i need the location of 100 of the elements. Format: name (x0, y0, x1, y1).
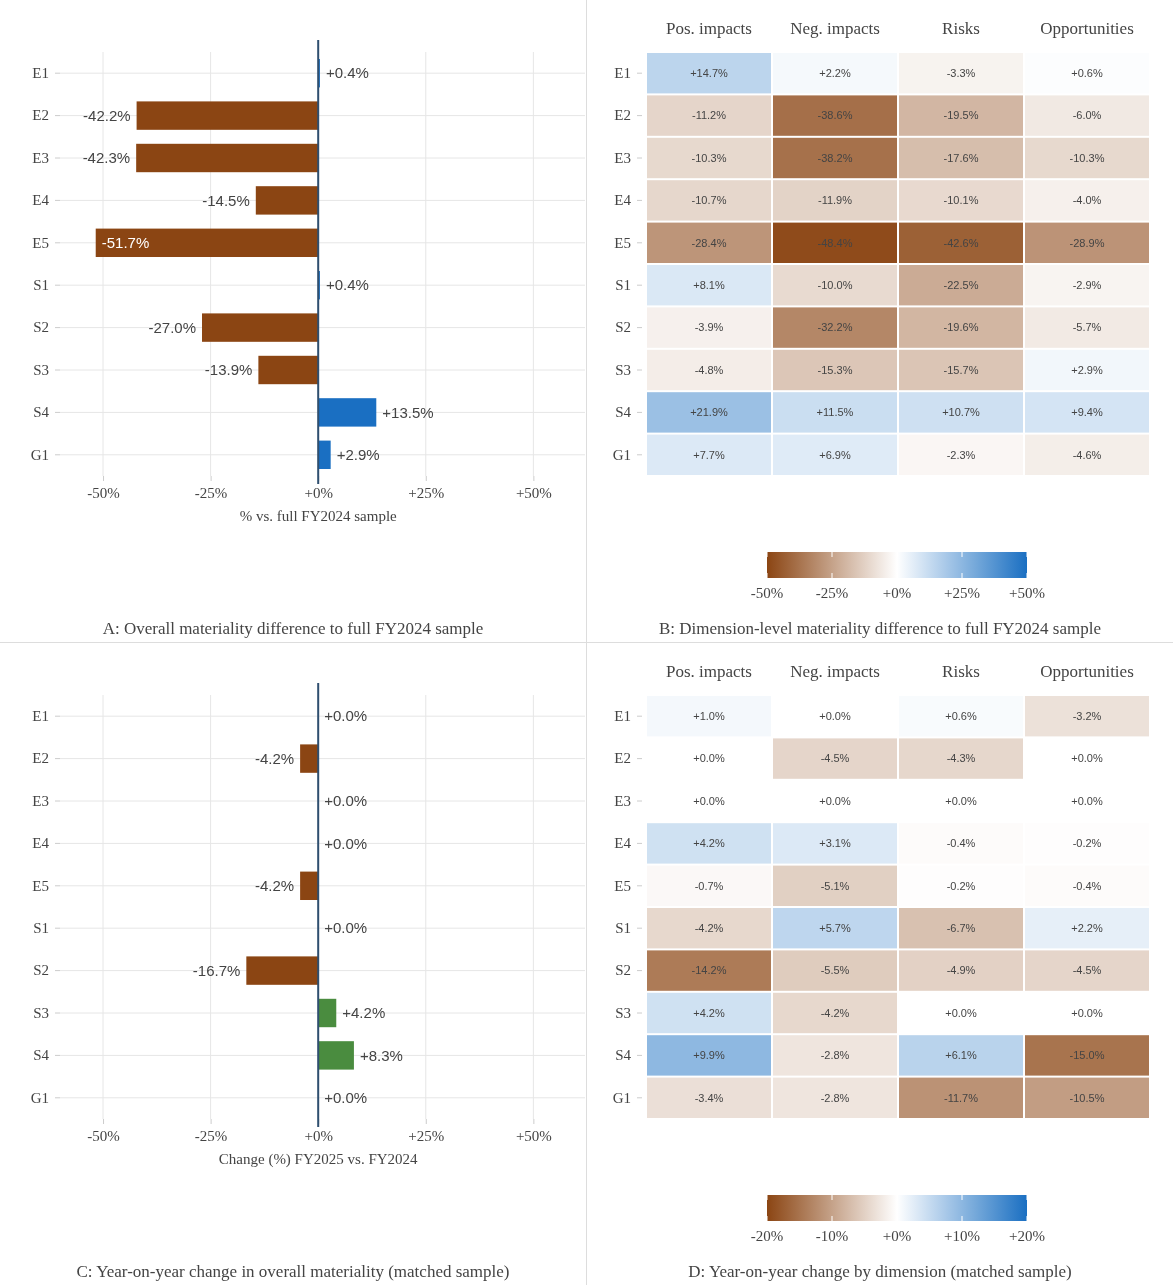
y-tick-label: E2 (32, 107, 49, 124)
data-label: -42.6% (943, 236, 979, 249)
color-bar-label: +25% (944, 585, 980, 601)
data-label: +0.0% (819, 710, 851, 723)
data-label: -15.7% (943, 363, 979, 376)
x-tick-label: +0% (304, 484, 333, 501)
data-label: -14.2% (691, 964, 727, 977)
data-label: -15.3% (817, 363, 853, 376)
data-label: -13.9% (204, 361, 253, 379)
y-tick-label: E4 (32, 192, 50, 209)
y-tick-label: S2 (33, 962, 49, 979)
data-label: -4.2% (254, 749, 295, 767)
x-tick-label: Neg. impacts (790, 662, 880, 681)
data-label: +6.1% (945, 1049, 977, 1062)
bar (318, 440, 331, 469)
data-label: +10.7% (942, 406, 981, 419)
data-label: +0.0% (324, 792, 368, 810)
x-tick-label: +50% (515, 484, 552, 501)
y-tick-label: E1 (32, 708, 49, 724)
color-bar-label: +0% (882, 1228, 912, 1244)
data-label: -5.5% (820, 964, 850, 977)
x-tick-label: -50% (87, 484, 120, 501)
data-label: -3.9% (694, 321, 724, 334)
y-tick-label: S2 (615, 319, 631, 336)
data-label: +21.9% (690, 406, 729, 419)
x-tick-label: Neg. impacts (790, 19, 880, 38)
color-bar-label: +20% (1009, 1228, 1045, 1244)
data-label: -2.8% (820, 1091, 850, 1104)
data-label: +14.7% (690, 67, 729, 80)
bar (318, 1041, 354, 1070)
bar (136, 143, 319, 173)
data-label: -28.9% (1069, 236, 1105, 249)
data-label: -11.9% (817, 194, 853, 207)
data-label: -48.4% (817, 236, 853, 249)
y-tick-label: S4 (615, 404, 632, 421)
data-label: -17.6% (943, 151, 979, 164)
y-tick-label: E2 (614, 750, 631, 767)
data-label: -10.1% (943, 194, 979, 207)
y-tick-label: E5 (614, 877, 631, 894)
data-label: +0.6% (945, 710, 977, 723)
color-bar-label: +50% (1009, 585, 1045, 601)
data-label: +11.5% (816, 406, 854, 419)
data-label: -11.2% (691, 109, 727, 122)
bar (255, 186, 319, 215)
data-label: +0.0% (324, 834, 368, 852)
x-axis-title: Change (%) FY2025 vs. FY2024 (218, 1151, 419, 1168)
data-label: -22.5% (943, 279, 979, 292)
data-label: -4.2% (820, 1006, 850, 1019)
x-tick-label: Pos. impacts (666, 19, 752, 38)
x-tick-label: Pos. impacts (666, 662, 752, 681)
y-tick-label: E5 (32, 234, 49, 251)
y-tick-label: S1 (615, 277, 631, 293)
x-tick-label: +0% (304, 1127, 333, 1144)
y-tick-label: S1 (33, 277, 49, 293)
x-tick-label: +25% (408, 1127, 445, 1144)
y-tick-label: E2 (32, 750, 49, 767)
y-tick-label: S2 (615, 962, 631, 979)
data-label: -0.4% (1072, 879, 1102, 892)
data-label: -42.2% (83, 106, 131, 124)
color-bar-label: -25% (815, 585, 849, 601)
data-label: +0.0% (945, 794, 977, 807)
data-label: +8.3% (359, 1046, 403, 1064)
data-label: +4.2% (342, 1004, 386, 1022)
data-label: -4.8% (694, 363, 724, 376)
data-label: +1.0% (693, 710, 725, 723)
text: A: Overall materiality difference to full FY2024 sample (102, 619, 484, 638)
x-axis-title: % vs. full FY2024 sample (239, 508, 398, 524)
data-label: +0.0% (324, 1089, 368, 1107)
data-label: -11.7% (943, 1091, 979, 1104)
data-label: -51.7% (101, 234, 150, 252)
y-tick-label: S4 (33, 404, 50, 421)
data-label: +0.0% (819, 794, 851, 807)
data-label: +2.2% (819, 67, 851, 80)
bar (318, 998, 337, 1028)
data-label: -16.7% (192, 961, 241, 979)
data-label: -6.7% (946, 922, 976, 935)
data-label: +9.4% (1071, 406, 1103, 419)
data-label: -4.2% (254, 877, 295, 895)
x-tick-label: -25% (194, 484, 228, 501)
y-tick-label: S3 (33, 1004, 49, 1021)
data-label: -19.6% (943, 321, 979, 334)
bar (318, 398, 377, 427)
text: C: Year-on-year change in overall materiality (matched sample) (76, 1262, 510, 1281)
data-label: +9.9% (693, 1049, 725, 1062)
data-label: +8.1% (693, 279, 725, 292)
color-bar-label: -20% (750, 1228, 784, 1244)
data-label: -0.2% (1072, 837, 1102, 850)
y-tick-label: S4 (615, 1047, 632, 1064)
y-tick-label: G1 (612, 446, 631, 463)
color-bar-label: +0% (882, 585, 912, 601)
y-tick-label: G1 (30, 1089, 49, 1106)
y-tick-label: S3 (33, 361, 49, 378)
data-label: +0.0% (1071, 794, 1103, 807)
data-label: -4.3% (946, 752, 976, 765)
data-label: -2.8% (820, 1049, 850, 1062)
color-bar-label: -10% (815, 1228, 849, 1244)
y-tick-label: E5 (32, 877, 49, 894)
data-label: -38.6% (817, 109, 853, 122)
x-tick-label: Opportunities (1040, 19, 1134, 38)
y-tick-label: E1 (614, 65, 631, 81)
